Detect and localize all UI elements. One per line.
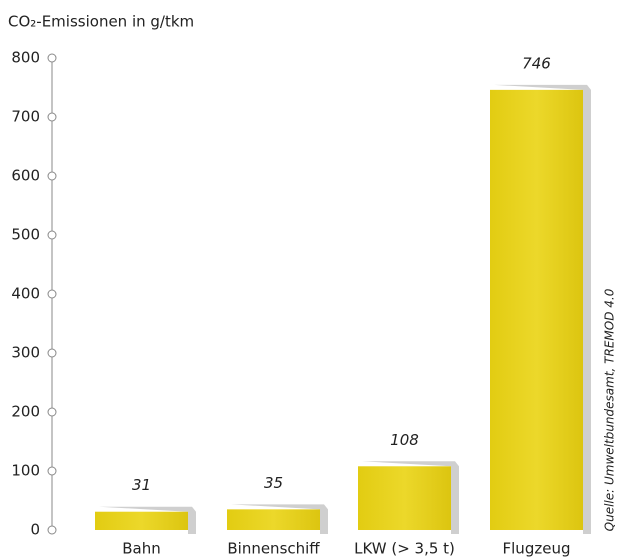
tick-mark <box>47 289 57 299</box>
bar-shadow <box>99 506 196 534</box>
y-tick-label: 0 <box>30 521 40 539</box>
x-tick-label: LKW (> 3,5 t) <box>354 540 455 558</box>
source: Quelle: Umweltbundesamt, TREMOD 4.0 <box>603 288 617 531</box>
chart-title: CO₂-Emissionen in g/tkm <box>8 13 194 31</box>
tick-mark <box>47 112 57 122</box>
value-label: 31 <box>132 476 151 494</box>
bar <box>490 89 583 531</box>
y-tick-label: 100 <box>11 462 40 480</box>
value-label: 35 <box>264 474 283 492</box>
bar <box>95 511 188 530</box>
y-tick-label: 600 <box>11 167 40 185</box>
tick-mark <box>47 53 57 63</box>
bar <box>358 466 451 530</box>
bar <box>227 509 320 530</box>
x-tick-label: Flugzeug <box>503 540 571 558</box>
y-tick-label: 800 <box>11 49 40 67</box>
y-tick-label: 200 <box>11 403 40 421</box>
bar-shadow <box>231 504 328 534</box>
tick-mark <box>47 466 57 476</box>
value-label: 108 <box>390 431 419 449</box>
x-tick-label: Bahn <box>122 540 161 558</box>
x-tick-label: Binnenschiff <box>227 540 320 558</box>
tick-mark <box>47 348 57 358</box>
y-tick-label: 300 <box>11 344 40 362</box>
tick-mark <box>47 525 57 535</box>
y-tick-label: 500 <box>11 226 40 244</box>
y-tick-label: 400 <box>11 285 40 303</box>
tick-mark <box>47 230 57 240</box>
y-tick-label: 700 <box>11 108 40 126</box>
tick-mark <box>47 407 57 417</box>
tick-mark <box>47 171 57 181</box>
value-label: 746 <box>522 54 551 72</box>
